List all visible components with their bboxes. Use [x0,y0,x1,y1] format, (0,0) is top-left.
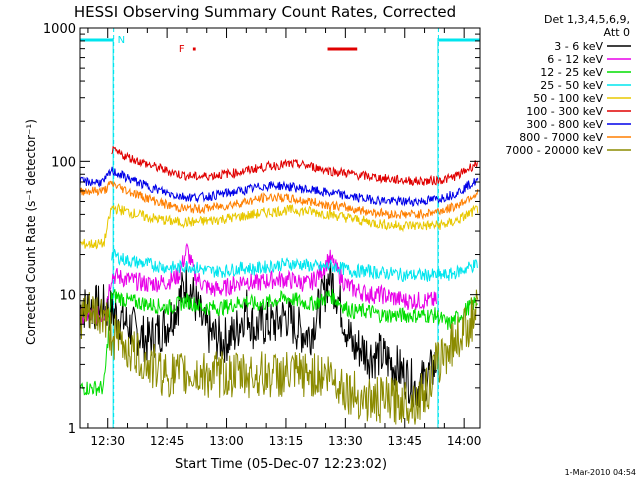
y-tick-label: 10 [59,289,76,304]
series-line-7000-20000-kev [79,289,479,425]
legend-label-25-50-kev: 25 - 50 keV [540,79,603,92]
series-line-25-50-kev [111,248,478,282]
legend-label-50-100-kev: 50 - 100 keV [533,92,603,105]
y-tick-label: 1000 [43,22,76,37]
series-3-6-kev [79,255,437,408]
x-tick-label: 13:30 [328,434,363,448]
series-7000-20000-kev [79,289,479,425]
plot-timestamp: 1-Mar-2010 04:54 [565,468,636,477]
legend-header-line-1: Det 1,3,4,5,6,9, [544,13,630,26]
legend-label-800-7000-kev: 800 - 7000 keV [519,131,603,144]
x-tick-label: 12:45 [150,434,185,448]
x-tick-label: 13:15 [269,434,304,448]
x-tick-label: 14:00 [447,434,482,448]
series-6-12-kev [79,242,437,325]
series-line-3-6-kev [79,255,437,408]
series-line-300-800-kev [79,166,479,207]
series-300-800-kev [79,166,479,207]
series-line-6-12-kev [79,242,437,325]
y-axis-label: Corrected Count Rate (s⁻¹ detector⁻¹) [24,119,38,345]
x-axis-label: Start Time (05-Dec-07 12:23:02) [175,457,387,472]
legend-label-100-300-kev: 100 - 300 keV [526,105,603,118]
y-tick-label: 100 [51,155,76,170]
axis-ticks: 12:30 12:45 13:00 13:15 13:30 13:45 14:00 1 10 10… [43,22,482,448]
x-tick-label: 13:00 [209,434,244,448]
series-line-100-300-kev [111,145,478,186]
legend-label-300-800-kev: 300 - 800 keV [526,118,603,131]
series-100-300-kev [111,145,478,186]
series-50-100-kev [79,202,479,250]
legend-label-3-6-kev: 3 - 6 keV [554,40,603,53]
legend-label-6-12-kev: 6 - 12 keV [547,53,603,66]
series-line-12-25-kev [79,288,478,396]
chart-title: HESSI Observing Summary Count Rates, Cor… [74,3,456,21]
series-12-25-kev [79,288,478,396]
legend-header-line-2: Att 0 [604,26,630,39]
flare-flag-label: F [179,44,185,55]
series-800-7000-kev [79,180,479,221]
series-line-50-100-kev [79,202,479,250]
series-layer [79,145,479,425]
legend-label-12-25-kev: 12 - 25 keV [540,66,603,79]
y-tick-label: 1 [68,422,76,437]
series-25-50-kev [111,248,478,282]
x-tick-label: 12:30 [90,434,125,448]
x-tick-label: 13:45 [387,434,422,448]
legend-label-7000-20000-kev: 7000 - 20000 keV [505,144,603,157]
night-flag-label: N [118,35,125,46]
series-line-800-7000-kev [79,180,479,221]
plot-frame [79,27,481,429]
